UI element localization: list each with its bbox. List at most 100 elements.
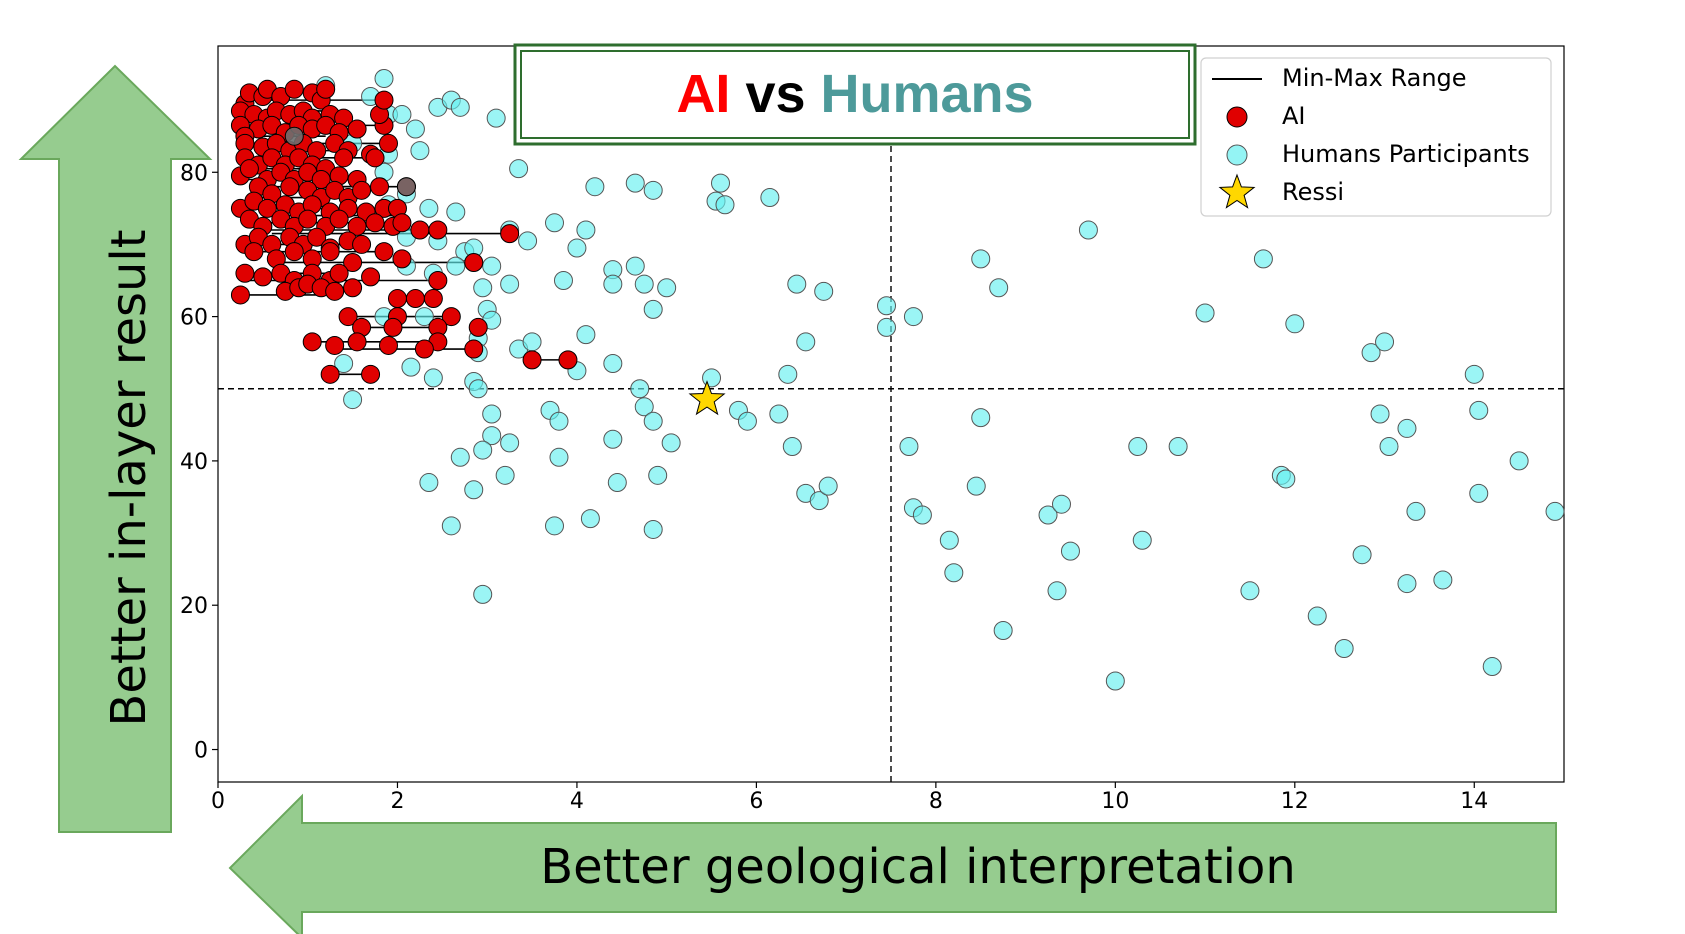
human-point (545, 213, 564, 233)
human-point (1253, 249, 1273, 269)
human-point (769, 404, 789, 424)
human-point (486, 108, 506, 128)
ai-point (302, 332, 322, 352)
ai-point (352, 234, 372, 254)
human-point (1047, 581, 1067, 601)
ai-point (329, 209, 349, 229)
legend-label-ai: AI (1282, 102, 1306, 130)
human-point (585, 177, 605, 197)
ai-point (239, 159, 259, 179)
human-point (603, 274, 623, 294)
ai-point (410, 220, 430, 240)
human-point (423, 368, 443, 388)
ai-point (329, 263, 349, 283)
ai-point (320, 364, 340, 384)
ai-point (352, 180, 372, 200)
title-vs: vs (730, 64, 820, 124)
ai-point (441, 307, 461, 327)
ai-point (522, 350, 542, 370)
ai-point (334, 148, 354, 168)
human-point (1397, 574, 1417, 594)
x-tick-label: 12 (1281, 789, 1309, 814)
human-point (509, 159, 529, 179)
ai-point (280, 177, 300, 197)
ai-point (468, 317, 488, 337)
human-point (1469, 483, 1489, 503)
ai-point (338, 307, 358, 327)
human-point (1379, 436, 1399, 456)
legend: Min-Max Range AI Humans Participants Res… (1200, 57, 1552, 217)
human-point (576, 325, 596, 345)
human-point (603, 429, 623, 449)
ai-point (325, 335, 345, 355)
human-point (576, 220, 596, 240)
ai-point (365, 148, 385, 168)
human-point (473, 440, 493, 460)
human-point (1078, 220, 1098, 240)
human-point (1276, 469, 1296, 489)
chart-title: AI vs Humans (676, 64, 1033, 124)
human-point (545, 516, 564, 536)
ai-point (235, 263, 255, 283)
human-point (971, 249, 991, 269)
human-point (567, 238, 587, 258)
human-point (603, 353, 623, 373)
human-point (1469, 400, 1489, 420)
human-point (1352, 545, 1372, 565)
human-point (549, 411, 569, 431)
human-point (1060, 541, 1080, 561)
human-point (450, 97, 470, 117)
human-point (818, 476, 838, 496)
human-point (553, 271, 573, 291)
ai-point (361, 364, 381, 384)
ai-point (500, 224, 520, 244)
x-arrow: Better geological interpretation (228, 793, 1557, 934)
human-point (1132, 530, 1152, 550)
human-point (912, 505, 932, 525)
ai-point (378, 335, 398, 355)
human-point (522, 332, 542, 352)
human-point (1307, 606, 1327, 626)
human-point (877, 317, 897, 337)
human-point (625, 256, 645, 276)
ai-point (387, 289, 407, 309)
human-point (500, 433, 520, 453)
human-point (1361, 343, 1381, 363)
ai-point (370, 177, 390, 197)
ai-point (257, 198, 277, 218)
human-point (414, 307, 434, 327)
human-point (405, 119, 425, 139)
ai-point (320, 242, 340, 262)
x-tick-label: 4 (570, 789, 584, 814)
human-point (782, 436, 802, 456)
x-tick-label: 0 (211, 789, 225, 814)
y-arrow-shape (18, 64, 213, 833)
human-point (343, 390, 363, 410)
human-point (419, 473, 439, 493)
ai-point (428, 220, 448, 240)
ai-point (253, 267, 273, 287)
ai-point (374, 90, 394, 110)
ai-point-overlap (284, 126, 304, 146)
ai-point (316, 79, 336, 99)
ai-point (365, 213, 385, 233)
human-point (419, 198, 439, 218)
human-point (1285, 314, 1305, 334)
human-point (580, 509, 600, 529)
human-point (468, 379, 488, 399)
human-point (809, 491, 829, 511)
y-tick-label: 0 (194, 739, 208, 764)
human-point (944, 563, 964, 583)
ai-point (464, 252, 484, 272)
human-point (648, 465, 668, 485)
human-point (500, 274, 520, 294)
ai-point (464, 339, 484, 359)
human-point (778, 364, 798, 384)
ai-point (378, 133, 398, 153)
ai-point (374, 242, 394, 262)
y-tick-label: 40 (180, 450, 208, 475)
human-point (482, 426, 502, 446)
human-point (877, 296, 897, 316)
reference-lines (218, 46, 1564, 782)
human-point (971, 408, 991, 428)
